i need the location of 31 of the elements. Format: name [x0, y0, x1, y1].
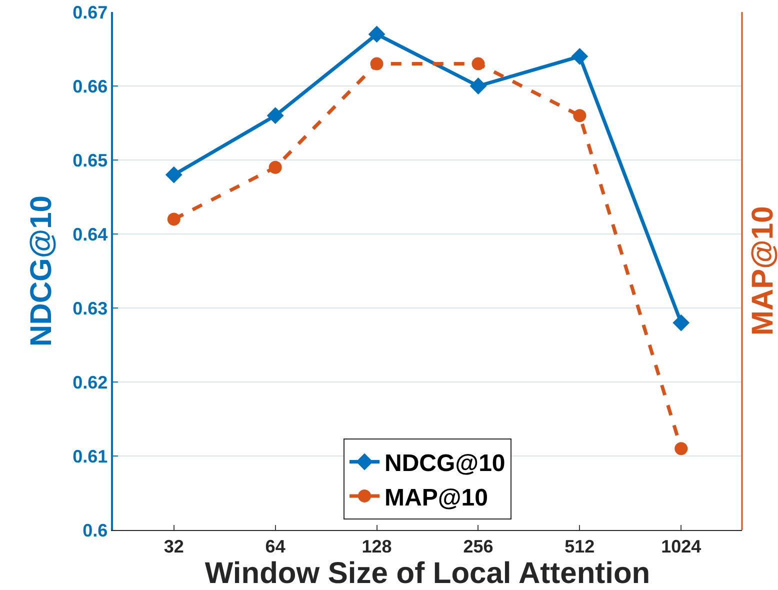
y-axis-title: NDCG@10	[25, 196, 58, 346]
y-tick-label: 0.64	[72, 224, 108, 244]
point	[672, 314, 690, 332]
point	[266, 107, 284, 124]
point	[571, 48, 588, 65]
point	[368, 26, 386, 43]
point	[165, 166, 182, 184]
point	[268, 160, 282, 174]
y-tick-label: 0.62	[72, 372, 108, 392]
y2-axis-title: MAP@10	[746, 206, 778, 336]
point	[370, 57, 384, 70]
y-tick-label: 0.6	[82, 520, 108, 540]
point	[674, 442, 688, 456]
x-tick-label: 512	[564, 536, 595, 557]
legend-label: MAP@10	[384, 484, 488, 512]
point	[167, 212, 180, 226]
point	[472, 57, 485, 70]
point	[470, 78, 487, 94]
y-tick-label: 0.61	[72, 446, 108, 466]
y-tick-label: 0.65	[72, 150, 108, 170]
x-tick-label: 32	[164, 536, 184, 557]
x-tick-label: 128	[362, 536, 392, 557]
y-tick-label: 0.67	[72, 2, 108, 22]
y-tick-label: 0.66	[72, 76, 108, 96]
x-axis-title: Window Size of Local Attention	[204, 557, 650, 590]
legend-label: NDCG@10	[384, 450, 506, 478]
x-tick-label: 1024	[661, 536, 702, 557]
y-tick-label: 0.63	[72, 298, 108, 318]
x-tick-label: 256	[463, 536, 494, 557]
x-tick-label: 64	[265, 536, 286, 557]
point	[573, 109, 586, 122]
